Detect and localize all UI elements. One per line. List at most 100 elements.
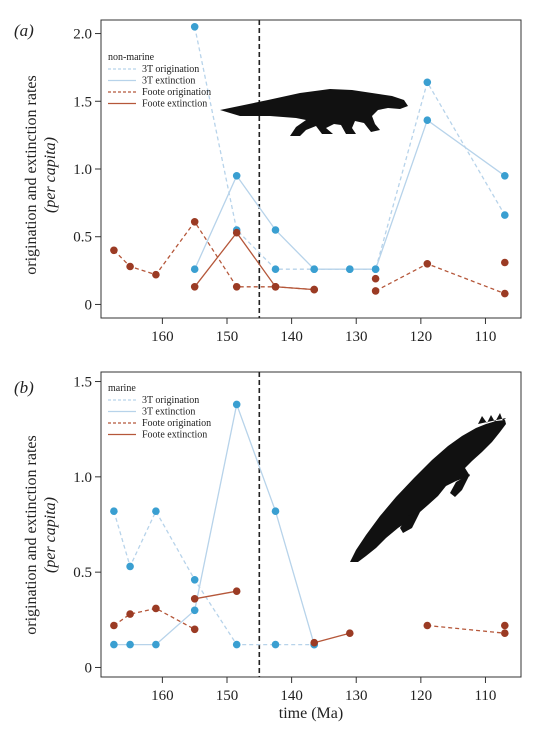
panel-b-x-tick-label: 110	[474, 688, 496, 704]
panel-a-y-tick-label: 1.5	[73, 94, 92, 110]
panel-b-y-tick-label: 0.5	[73, 565, 92, 581]
panel-a-3t-extinction-point	[423, 116, 432, 124]
panel-a-legend-label: 3T origination	[142, 64, 199, 75]
panel-b-foote-origination-point	[126, 610, 134, 618]
panel-a-3t-extinction-point	[346, 265, 354, 274]
panel-a-foote-origination-point	[371, 287, 380, 295]
panel-b-y-tick-label: 1.0	[73, 470, 92, 486]
panel-b-legend-label: Foote origination	[142, 418, 211, 429]
panel-b-series-3t-extinction	[110, 400, 319, 649]
panel-a-foote-extinction-point	[501, 258, 509, 267]
panel-a-3t-extinction-point	[271, 226, 280, 234]
panel-b-series-foote-extinction	[190, 587, 509, 647]
panel-a-3t-extinction-point	[190, 265, 199, 274]
panel-b-legend-label: Foote extinction	[142, 430, 207, 441]
panel-b-foote-extinction-point	[346, 629, 354, 637]
panel-a-foote-origination-line	[113, 220, 315, 291]
panel-a-legend-label: Foote origination	[142, 87, 211, 98]
panel-a-foote-extinction-point	[310, 285, 319, 294]
panel-b-3t-origination-point	[110, 507, 118, 515]
panel-a-3t-extinction-line	[194, 119, 506, 270]
panel-a-foote-extinction-point	[232, 228, 241, 237]
panel-a-series	[110, 23, 509, 298]
panel-b-3t-extinction-point	[190, 606, 199, 615]
panel-b-y-tick-label: 0	[85, 660, 93, 676]
panel-a-3t-extinction-point	[501, 172, 509, 180]
panel-b-y-tick-label: 1.5	[73, 375, 92, 391]
panel-a-y-tick-label: 1.0	[73, 162, 92, 178]
panel-b-foote-extinction-line	[194, 590, 237, 600]
panel-a-foote-origination-point	[110, 246, 118, 255]
panel-b-3t-origination-point	[126, 562, 134, 571]
panel-a-foote-extinction-point	[190, 283, 199, 291]
panel-a-ylabel-italic: (per capita)	[42, 137, 59, 213]
panel-a-y-axis-title: origination and extinction rates (per ca…	[23, 75, 59, 275]
panel-a-3t-origination-point	[190, 23, 199, 31]
panel-a-foote-origination-point	[232, 283, 241, 291]
panel-b-legend-title: marine	[108, 383, 136, 394]
panel-b-foote-origination-point	[501, 629, 509, 637]
panel-a-3t-extinction-point	[371, 265, 380, 274]
panel-a-foote-origination-line	[375, 263, 506, 295]
panel-a-foote-origination-point	[152, 270, 160, 279]
panel-a-x-tick-label: 140	[280, 329, 303, 345]
panel-a-3t-extinction-point	[232, 172, 241, 180]
panel-b-plot-frame	[100, 371, 522, 678]
panel-a-3t-origination-point	[271, 265, 280, 274]
panel-a-foote-origination-point	[190, 218, 199, 226]
panel-b-x-tick-label: 150	[216, 688, 239, 704]
panel-a-label: (a)	[14, 21, 34, 40]
panel-b-3t-origination-point	[152, 507, 160, 515]
panel-b-foote-extinction-point	[232, 587, 241, 595]
panel-b-x-tick-label: 130	[345, 688, 368, 704]
x-axis-title: time (Ma)	[279, 705, 343, 722]
panel-a-x-tick-label: 120	[410, 329, 433, 345]
panel-b-foote-origination-point	[110, 621, 118, 630]
panel-a-x-tick-label: 150	[216, 329, 239, 345]
panel-b-legend-label: 3T origination	[142, 395, 199, 406]
panel-a-y-tick-label: 2.0	[73, 27, 92, 43]
panel-b-label: (b)	[14, 378, 34, 397]
panel-b-foote-extinction-point	[190, 595, 199, 603]
panel-b-series-3t-origination	[110, 507, 319, 649]
panel-b-foote-origination-line	[427, 624, 505, 634]
crocodyliform-icon	[220, 89, 408, 136]
marine-crocodyliform-icon	[350, 413, 506, 562]
panel-a-foote-extinction-line	[194, 231, 315, 291]
panel-a-legend-title: non-marine	[108, 52, 155, 63]
panel-b-series	[110, 400, 509, 649]
panel-a-x-tick-label: 160	[151, 329, 174, 345]
panel-a-3t-origination-line	[194, 26, 506, 270]
panel-b-foote-origination-point	[423, 621, 432, 630]
panel-b-foote-origination-point	[190, 625, 199, 634]
panel-a-x-tick-label: 110	[474, 329, 496, 345]
panel-a-axes: 160 150 140 130 120 110 0 0.5 1.0 1.5 2.0	[73, 27, 496, 345]
panel-a-non-marine: (a) origination and extinction rates (pe…	[14, 19, 522, 345]
panel-a-foote-origination-point	[423, 260, 432, 268]
panel-b-3t-origination-point	[190, 576, 199, 584]
panel-a-x-tick-label: 130	[345, 329, 368, 345]
panel-b-axes: 160 150 140 130 120 110 0 0.5 1.0 1.5	[73, 375, 496, 704]
panel-a-foote-origination-point	[126, 262, 134, 271]
panel-b-ylabel: origination and extinction rates	[23, 435, 40, 635]
panel-b-x-tick-label: 140	[280, 688, 303, 704]
panel-b-foote-origination-point	[152, 604, 160, 613]
panel-a-series-foote-extinction	[190, 228, 509, 294]
panel-a-3t-origination-point	[501, 211, 509, 219]
panel-a-legend-label: 3T extinction	[142, 76, 195, 87]
panel-a-3t-extinction-point	[310, 265, 319, 274]
panel-a-ylabel: origination and extinction rates	[23, 75, 40, 275]
panel-a-legend-label: Foote extinction	[142, 99, 207, 110]
panel-b-x-tick-label: 120	[410, 688, 433, 704]
panel-a-foote-origination-point	[501, 289, 509, 298]
panel-b-3t-extinction-point	[152, 640, 160, 649]
panel-b-x-tick-label: 160	[151, 688, 174, 704]
panel-a-3t-origination-point	[423, 78, 432, 87]
panel-b-3t-origination-line	[113, 509, 315, 646]
panel-b-foote-extinction-line	[314, 632, 350, 644]
